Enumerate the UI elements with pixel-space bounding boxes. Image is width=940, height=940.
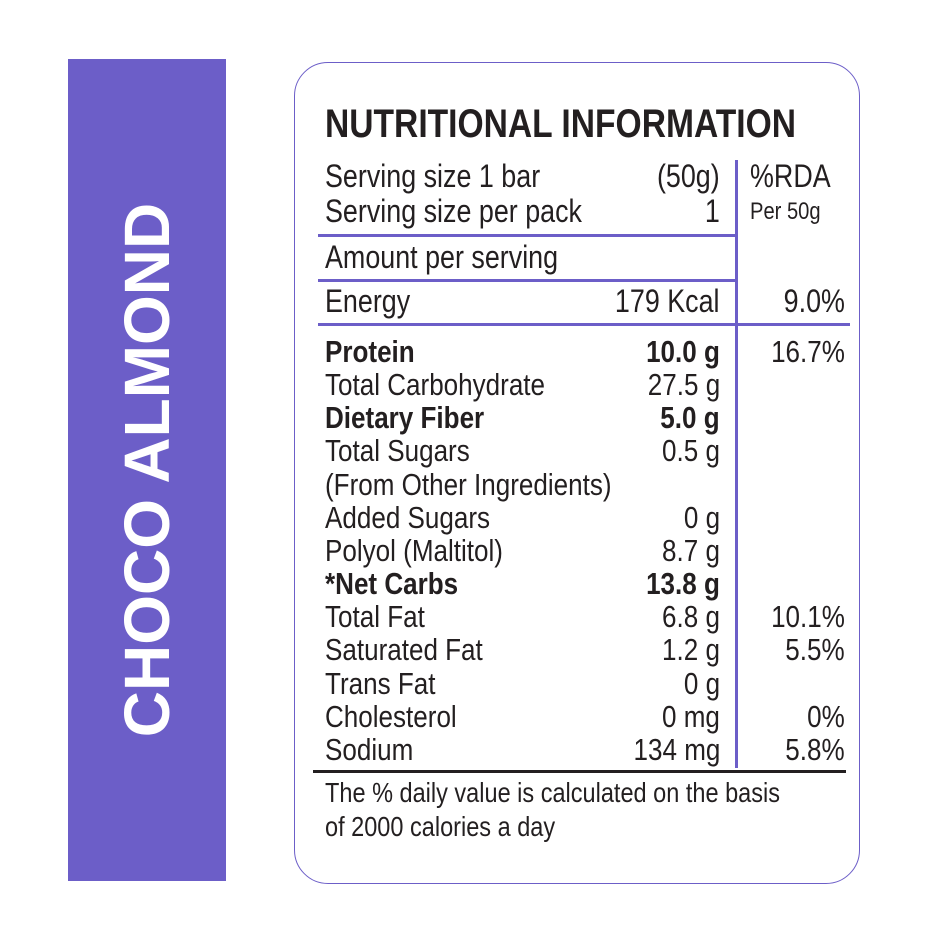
nutrition-title: NUTRITIONAL INFORMATION [325,102,796,146]
divider-line [318,234,736,237]
nutrient-value: 134 mg [633,732,720,767]
nutrient-value: 0 mg [662,699,720,734]
serving-per-pack-value: 1 [705,193,720,229]
nutrient-value: 10.0 g [646,334,720,369]
divider-line [318,279,736,282]
footer-divider [313,770,846,773]
nutrient-label: Cholesterol [325,699,457,734]
nutrient-value: 27.5 g [647,367,720,402]
nutrient-label: Saturated Fat [325,632,483,667]
nutrient-label: Added Sugars [325,500,491,535]
nutrient-value: 0.5 g [662,433,720,468]
nutrient-value: 13.8 g [646,566,720,601]
rda-subheader: Per 50g [750,198,821,225]
energy-rda: 9.0% [783,283,845,319]
divider-line [318,323,850,326]
nutrition-panel [294,62,860,884]
serving-size-label: Serving size 1 bar [325,158,541,194]
footnote-line-2: of 2000 calories a day [325,811,556,842]
nutrient-label: Trans Fat [325,666,436,701]
nutrient-rda: 5.5% [785,632,845,667]
nutrient-value: 6.8 g [662,599,720,634]
amount-per-serving: Amount per serving [325,239,559,275]
serving-per-pack-label: Serving size per pack [325,193,582,229]
nutrient-label: Dietary Fiber [325,400,485,435]
nutrient-label: Total Carbohydrate [325,367,546,402]
nutrient-label: Total Fat [325,599,425,634]
nutrient-label: Total Sugars [325,433,470,468]
rda-header: %RDA [750,158,831,194]
nutrient-label: Protein [325,334,415,369]
nutrient-label: (From Other Ingredients) [325,467,612,502]
nutrient-rda: 5.8% [785,732,845,767]
nutrient-value: 1.2 g [662,632,720,667]
nutrient-value: 5.0 g [660,400,720,435]
energy-label: Energy [325,283,411,319]
nutrient-rda: 10.1% [771,599,845,634]
column-divider [735,160,738,768]
energy-value: 179 Kcal [615,283,720,319]
nutrient-value: 0 g [683,666,720,701]
nutrient-label: Polyol (Maltitol) [325,533,503,568]
product-name-band: CHOCO ALMOND [68,59,226,881]
nutrient-rda: 0% [807,699,845,734]
nutrient-label: *Net Carbs [325,566,459,601]
footnote-line-1: The % daily value is calculated on the b… [325,777,780,808]
serving-size-value: (50g) [657,158,720,194]
nutrient-value: 0 g [683,500,720,535]
nutrient-rda: 16.7% [771,334,845,369]
nutrient-label: Sodium [325,732,414,767]
nutrient-value: 8.7 g [662,533,720,568]
product-name: CHOCO ALMOND [111,202,183,738]
